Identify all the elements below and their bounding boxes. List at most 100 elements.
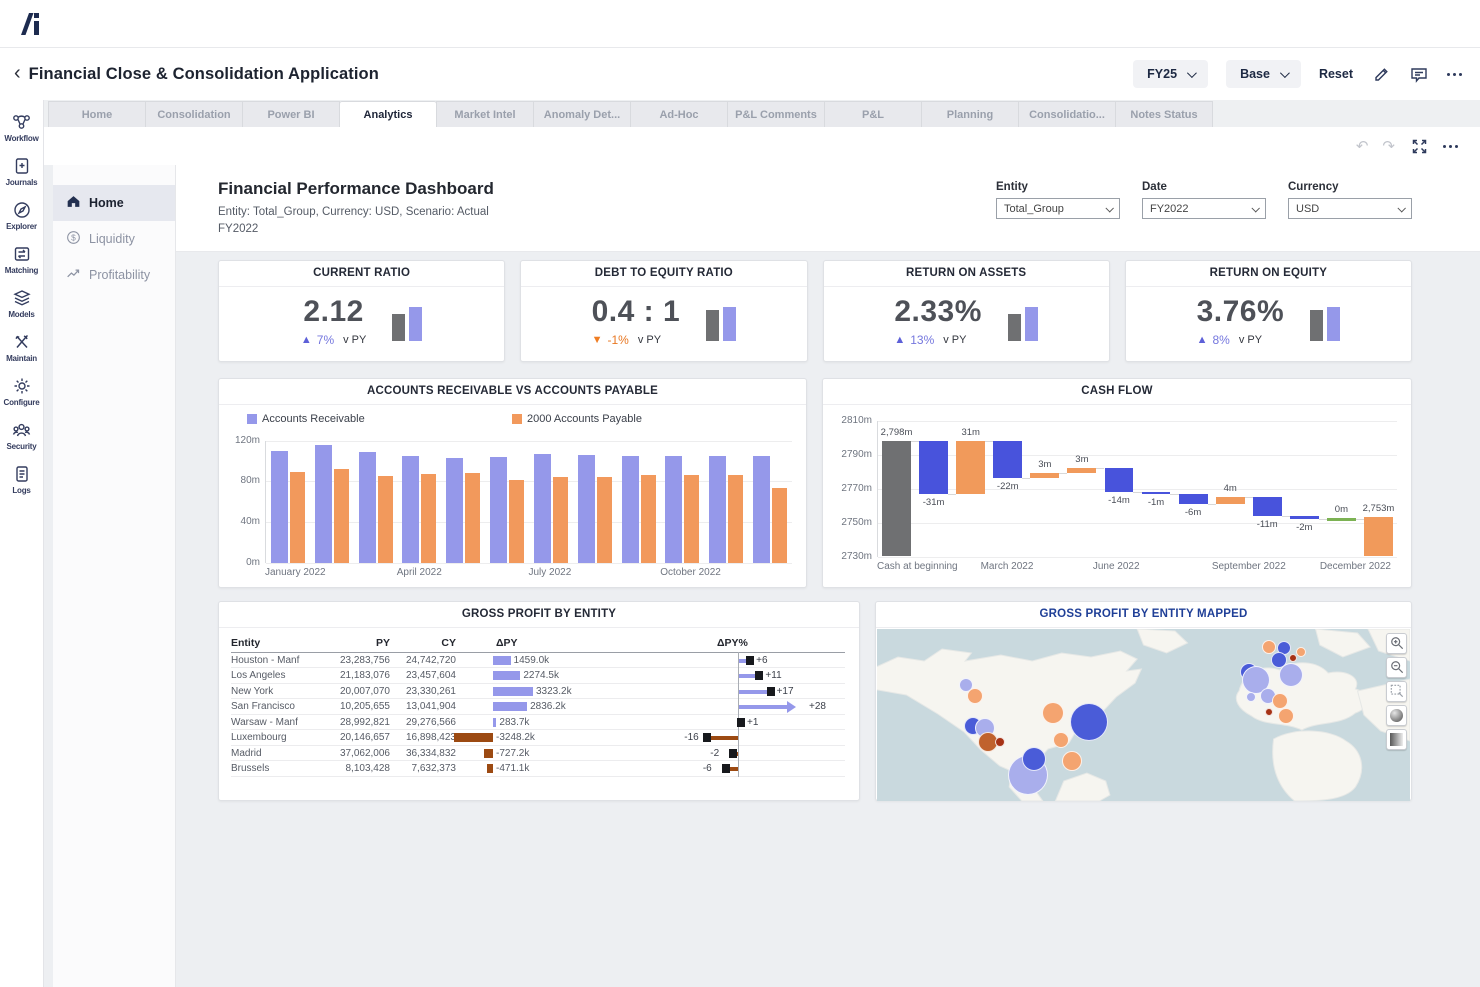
map-bubble[interactable]: [1295, 646, 1306, 657]
table-row[interactable]: Luxembourg 20,146,657 16,898,423 -3248.2k…: [231, 729, 845, 746]
currency-select[interactable]: USD: [1288, 198, 1412, 219]
tab-analytics[interactable]: Analytics: [339, 101, 437, 127]
waterfall-bar[interactable]: [993, 440, 1023, 479]
tab-anomaly-det-[interactable]: Anomaly Det...: [533, 101, 631, 127]
tab-planning[interactable]: Planning: [921, 101, 1019, 127]
bar-group[interactable]: [704, 441, 748, 563]
waterfall-bar[interactable]: [1289, 515, 1319, 520]
map-bubble[interactable]: [1022, 746, 1047, 771]
waterfall-bar[interactable]: [1252, 497, 1282, 516]
undo-icon[interactable]: ↶: [1355, 137, 1369, 155]
world-map[interactable]: [877, 628, 1410, 801]
sidebar-item-models[interactable]: Models: [0, 284, 44, 325]
kpi-mini-bars: [392, 301, 423, 341]
page-item-profitability[interactable]: Profitability: [53, 257, 175, 293]
tab-notes-status[interactable]: Notes Status: [1115, 101, 1213, 127]
map-bubble[interactable]: [1042, 702, 1065, 725]
fiscal-year-selector[interactable]: FY25: [1133, 60, 1209, 88]
explorer-icon: [13, 201, 31, 219]
zoom-out-icon[interactable]: [1386, 656, 1407, 678]
sidebar-item-configure[interactable]: Configure: [0, 372, 44, 413]
legend-item[interactable]: Accounts Receivable: [247, 413, 512, 425]
map-bubble[interactable]: [1062, 751, 1083, 772]
map-bubble[interactable]: [1262, 640, 1277, 655]
reset-button[interactable]: Reset: [1318, 67, 1353, 81]
map-bubble[interactable]: [959, 677, 973, 692]
waterfall-bar[interactable]: [1030, 473, 1060, 479]
map-bubble[interactable]: [1289, 653, 1298, 662]
waterfall-bar[interactable]: [1067, 468, 1097, 474]
version-selector[interactable]: Base: [1226, 60, 1301, 88]
page-item-home[interactable]: Home: [53, 185, 175, 221]
waterfall-zero-step[interactable]: [1326, 518, 1356, 521]
waterfall-bar[interactable]: [919, 440, 949, 494]
tab-consolidation[interactable]: Consolidation: [145, 101, 243, 127]
table-row[interactable]: San Francisco 10,205,655 13,041,904 2836.…: [231, 698, 845, 715]
table-row[interactable]: Houston - Manf 23,283,756 24,742,720 1459…: [231, 651, 845, 669]
date-select[interactable]: FY2022: [1142, 198, 1266, 219]
table-row[interactable]: New York 20,007,070 23,330,261 3323.2k +1…: [231, 682, 845, 700]
tab-home[interactable]: Home: [48, 101, 146, 127]
waterfall-bar[interactable]: [1104, 468, 1134, 492]
tab-ad-hoc[interactable]: Ad-Hoc: [630, 101, 728, 127]
table-row[interactable]: Madrid 37,062,006 36,334,832 -727.2k -2: [231, 744, 845, 762]
table-row[interactable]: Los Angeles 21,183,076 23,457,604 2274.5k…: [231, 667, 845, 684]
tab-consolidatio-[interactable]: Consolidatio...: [1018, 101, 1116, 127]
bar-group[interactable]: [573, 441, 617, 563]
bar-group[interactable]: [485, 441, 529, 563]
sidebar-item-security[interactable]: Security: [0, 416, 44, 457]
page-item-liquidity[interactable]: $ Liquidity: [53, 221, 175, 257]
zoom-box-icon[interactable]: [1386, 680, 1407, 702]
map-bubble[interactable]: [1270, 652, 1287, 669]
bar-group[interactable]: [748, 441, 792, 563]
board-more-options-icon[interactable]: [1443, 144, 1458, 148]
sidebar-item-journals[interactable]: Journals: [0, 152, 44, 193]
map-bubble[interactable]: [1245, 692, 1256, 703]
bar-group[interactable]: [310, 441, 354, 563]
bar-group[interactable]: [266, 441, 310, 563]
map-bubble[interactable]: [1053, 732, 1070, 749]
back-chevron-icon[interactable]: ‹: [14, 61, 21, 84]
expand-icon[interactable]: [1409, 136, 1429, 156]
waterfall-bar[interactable]: [1215, 497, 1245, 504]
waterfall-bar[interactable]: [1364, 517, 1393, 557]
sidebar-item-maintain[interactable]: Maintain: [0, 328, 44, 369]
bar-group[interactable]: [529, 441, 573, 563]
bar-group[interactable]: [354, 441, 398, 563]
map-landmasses: [877, 628, 1410, 801]
tab-p-l[interactable]: P&L: [824, 101, 922, 127]
redo-icon[interactable]: ↷: [1382, 137, 1395, 155]
edit-pencil-icon[interactable]: [1371, 64, 1391, 84]
bar-group[interactable]: [617, 441, 661, 563]
sidebar-item-workflow[interactable]: Workflow: [0, 108, 44, 149]
layers-icon[interactable]: [1386, 728, 1407, 750]
waterfall-bar[interactable]: [1141, 491, 1171, 495]
globe-icon[interactable]: [1386, 704, 1407, 726]
waterfall-bar[interactable]: [956, 440, 986, 494]
map-bubble[interactable]: [1070, 702, 1109, 741]
table-row[interactable]: Warsaw - Manf 28,992,821 29,276,566 283.7…: [231, 713, 845, 731]
sidebar-item-matching[interactable]: Matching: [0, 240, 44, 281]
tab-p-l-comments[interactable]: P&L Comments: [727, 101, 825, 127]
waterfall-bar[interactable]: [882, 440, 911, 557]
bar-group[interactable]: [441, 441, 485, 563]
map-bubble[interactable]: [1265, 707, 1274, 716]
more-options-icon[interactable]: [1447, 72, 1462, 76]
bar-group[interactable]: [397, 441, 441, 563]
waterfall-bar[interactable]: [1178, 493, 1208, 504]
map-bubble[interactable]: [994, 736, 1005, 747]
delta-py-pct-glyph: +17: [655, 682, 845, 700]
map-bubble[interactable]: [1278, 707, 1295, 724]
tab-market-intel[interactable]: Market Intel: [436, 101, 534, 127]
table-row[interactable]: Brussels 8,103,428 7,632,373 -471.1k -6: [231, 760, 845, 777]
tab-power-bi[interactable]: Power BI: [242, 101, 340, 127]
sidebar-item-explorer[interactable]: Explorer: [0, 196, 44, 237]
bar-group[interactable]: [660, 441, 704, 563]
entity-select[interactable]: Total_Group: [996, 198, 1120, 219]
zoom-in-icon[interactable]: [1386, 632, 1407, 654]
comment-icon[interactable]: [1409, 64, 1429, 84]
sidebar-item-logs[interactable]: Logs: [0, 460, 44, 501]
legend-item[interactable]: 2000 Accounts Payable: [512, 413, 642, 425]
map-bubble[interactable]: [1278, 663, 1303, 688]
map-bubble[interactable]: [966, 688, 983, 705]
